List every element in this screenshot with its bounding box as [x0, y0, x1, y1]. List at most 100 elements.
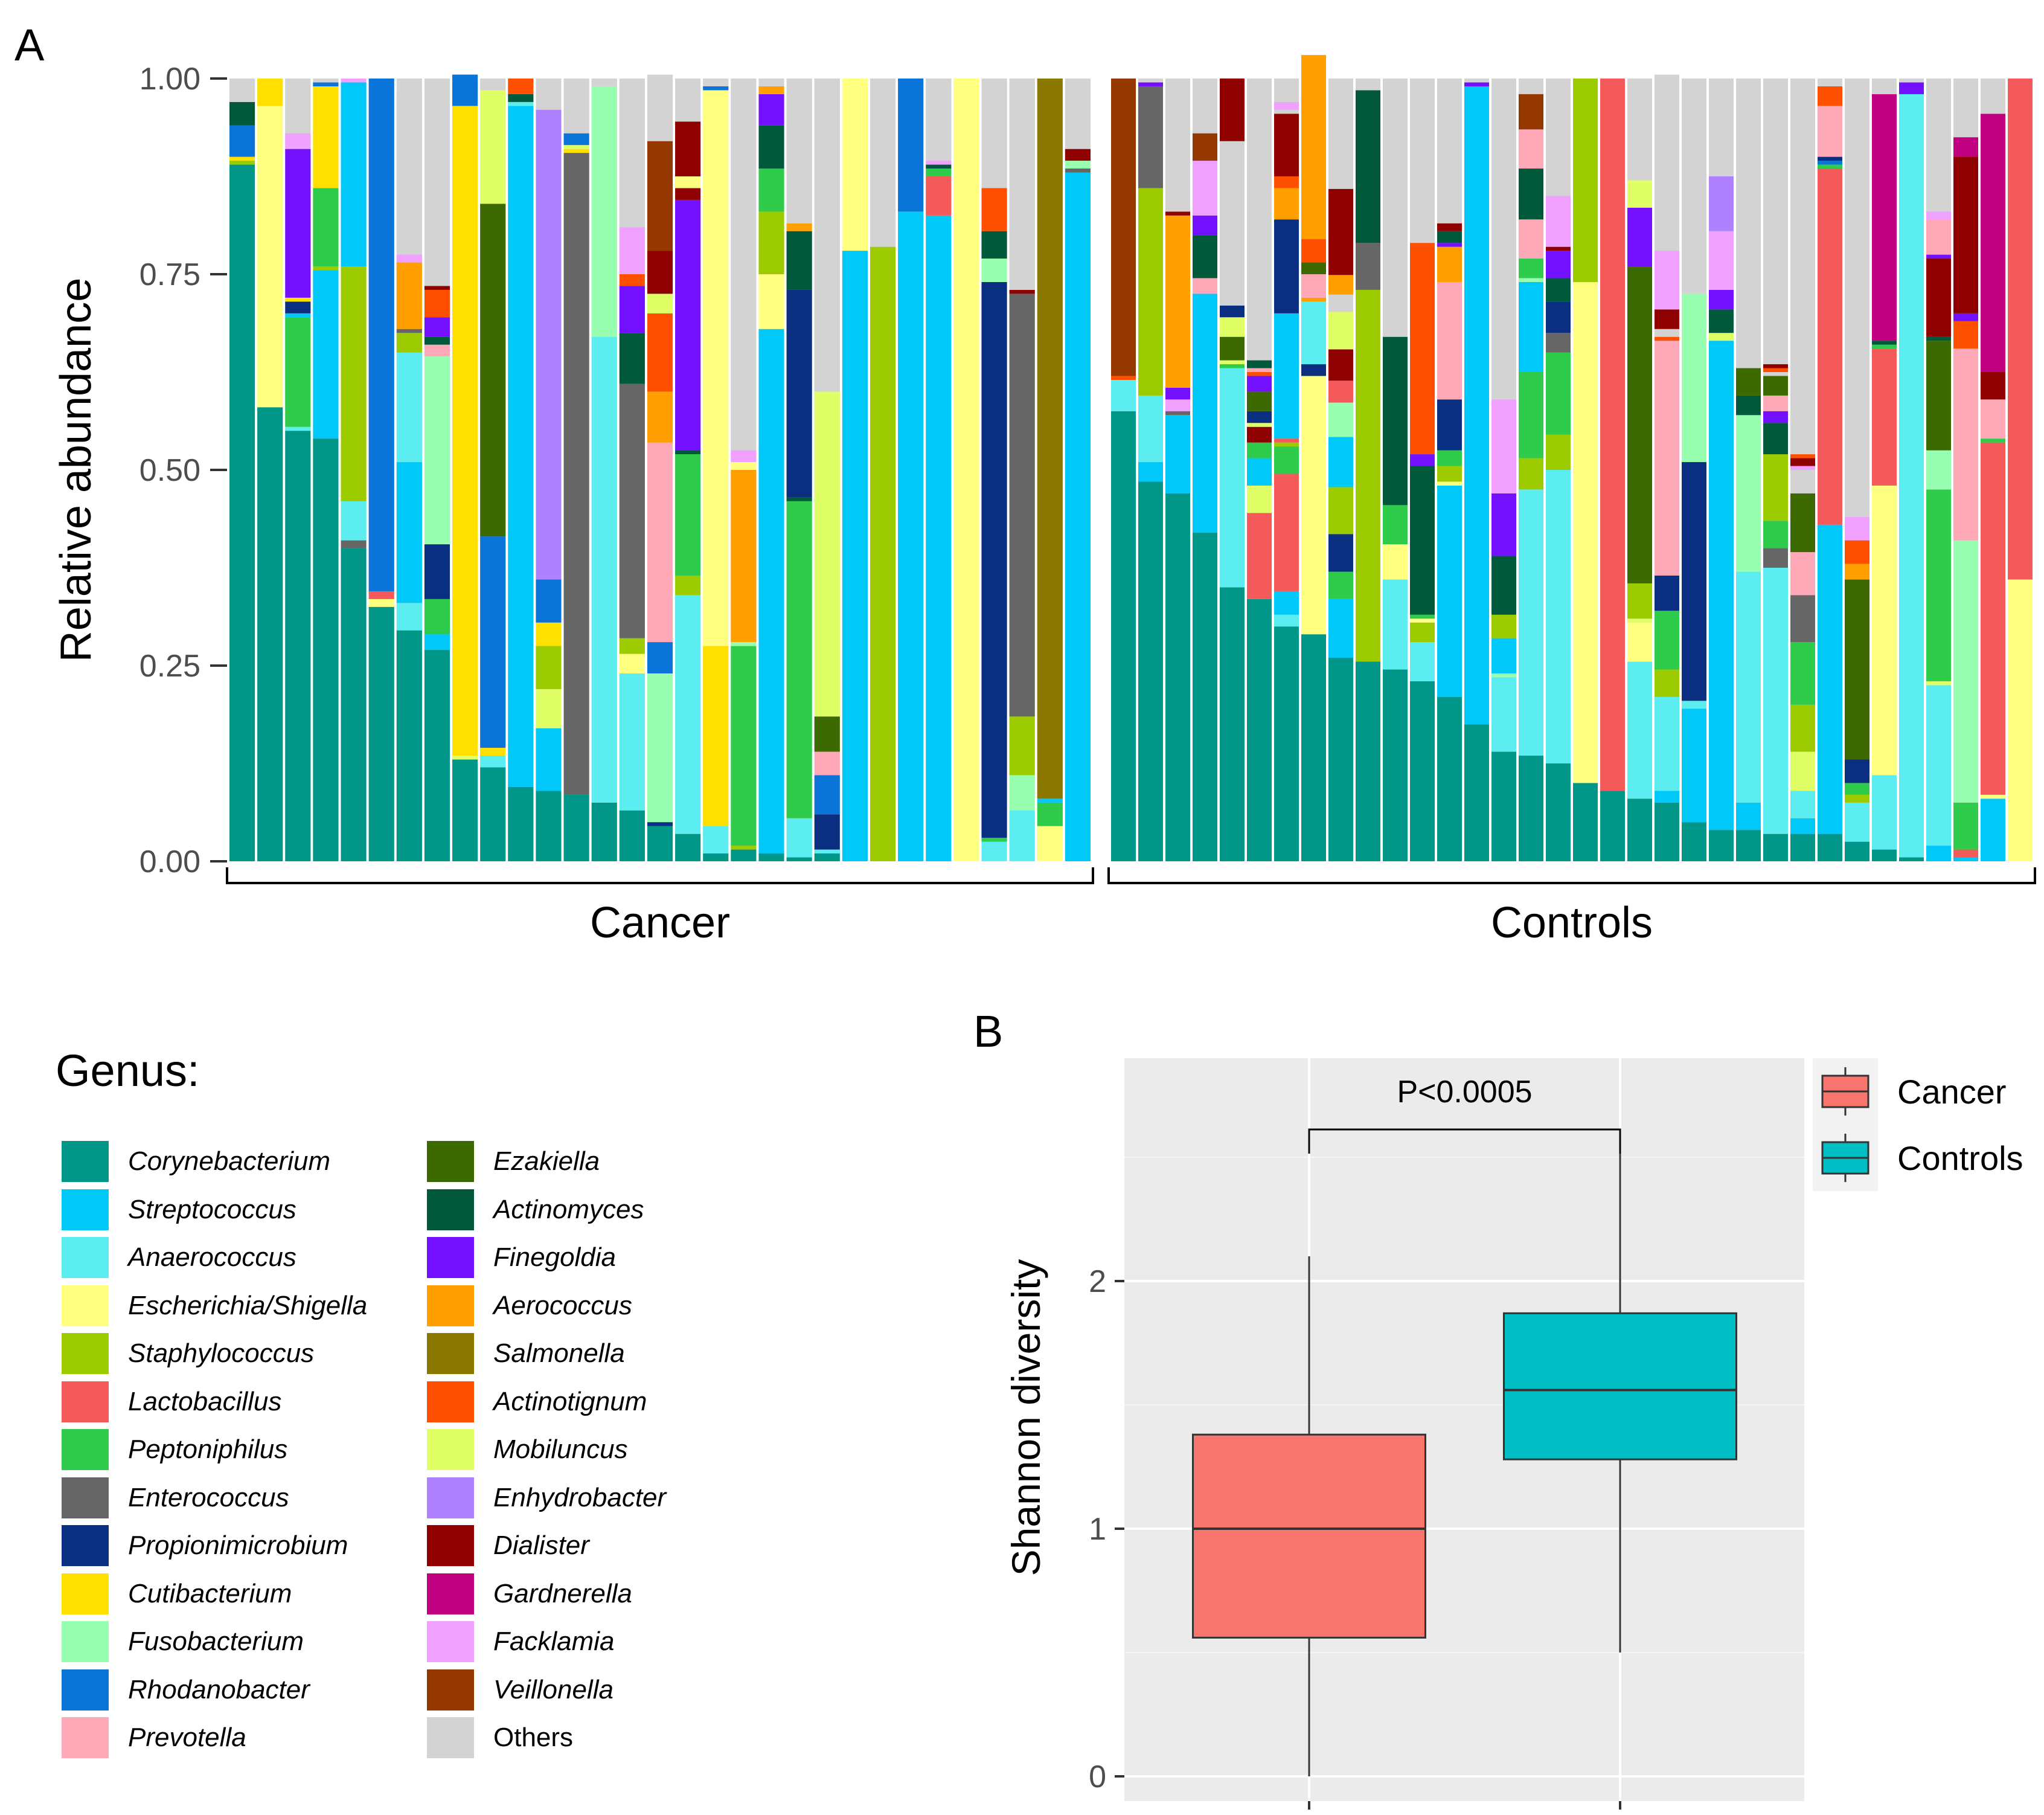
bar-segment	[1220, 360, 1245, 365]
legend-item: Aerococcus	[426, 1283, 632, 1328]
bar-segment	[1872, 344, 1897, 349]
bar-segment	[1953, 540, 1978, 803]
bar-segment	[508, 101, 534, 106]
bar-segment	[1491, 751, 1516, 861]
bar-segment	[591, 86, 617, 337]
legend-label: Finegoldia	[493, 1242, 617, 1272]
bar-segment	[1009, 775, 1035, 811]
bar-segment	[1220, 79, 1245, 141]
bar-segment	[1247, 485, 1272, 513]
legend-item: Ezakiella	[426, 1140, 600, 1183]
bar-segment	[1274, 446, 1299, 474]
bar-segment	[424, 356, 450, 545]
bar-segment	[1709, 309, 1734, 333]
bar-segment	[1065, 169, 1091, 173]
bar-segment	[1247, 411, 1272, 423]
bar-segment	[814, 751, 840, 776]
bar-segment	[1600, 791, 1625, 861]
bar-segment	[508, 786, 534, 861]
box-iqr	[1503, 1312, 1737, 1460]
bar-segment	[1274, 614, 1299, 627]
bar-segment	[786, 818, 812, 858]
bar-segment	[1709, 79, 1734, 176]
bar-segment	[619, 227, 645, 274]
legend-swatch	[426, 1283, 475, 1328]
bar-segment	[1009, 294, 1035, 717]
legend-swatch	[60, 1572, 110, 1616]
bar-segment	[647, 642, 673, 673]
bar-segment	[1437, 450, 1462, 466]
bar-segment	[1301, 364, 1326, 376]
bar-segment	[647, 442, 673, 643]
bar-segment	[1383, 669, 1408, 861]
bar-segment	[1926, 846, 1951, 861]
bar-segment	[1410, 642, 1435, 681]
bar-segment	[731, 450, 757, 463]
bar-segment	[1274, 176, 1299, 188]
bar-segment	[1899, 857, 1924, 861]
bar-segment	[1709, 333, 1734, 341]
bar-segment	[1301, 376, 1326, 635]
bar-segment	[1356, 90, 1380, 243]
bar-segment	[619, 673, 645, 811]
bar-segment	[1926, 450, 1951, 490]
bar-segment	[1328, 534, 1353, 572]
bar-segment	[1437, 79, 1462, 223]
legend-label: Veillonella	[493, 1674, 614, 1704]
bar-segment	[1519, 94, 1543, 130]
legend-swatch	[426, 1380, 475, 1424]
legend-label: Enterococcus	[128, 1482, 289, 1512]
bar-segment	[1763, 372, 1788, 376]
bar-segment	[1790, 470, 1815, 493]
bar-segment	[1926, 254, 1951, 259]
bar-segment	[1790, 458, 1815, 466]
box-legend-item: Cancer	[1821, 1067, 2007, 1116]
group-label: Cancer	[590, 899, 730, 947]
bar-segment	[1247, 513, 1272, 599]
bar-segment	[1818, 164, 1842, 169]
bar-segment	[1464, 724, 1489, 861]
legend-swatch	[426, 1332, 475, 1375]
bar-segment	[563, 794, 589, 861]
legend-swatch	[426, 1716, 475, 1759]
bar-segment	[1763, 411, 1788, 423]
bar-segment	[675, 834, 701, 861]
bar-segment	[814, 814, 840, 850]
bar-segment	[1926, 685, 1951, 846]
bar-segment	[1065, 149, 1091, 161]
bar-segment	[1383, 336, 1408, 506]
bar-segment	[1763, 364, 1788, 368]
bar-segment	[1328, 487, 1353, 535]
legend-swatch	[60, 1620, 110, 1663]
bar-segment	[229, 161, 255, 165]
bar-segment	[1953, 857, 1978, 861]
bar-segment	[1037, 798, 1063, 803]
bar-segment	[396, 329, 422, 333]
bar-segment	[1328, 437, 1353, 487]
bar-segment	[591, 802, 617, 861]
bar-segment	[1790, 454, 1815, 458]
bar-segment	[1274, 79, 1299, 102]
bar-segment	[1818, 169, 1842, 525]
bar-segment	[814, 853, 840, 861]
bar-segment	[1953, 137, 1978, 157]
bar-segment	[480, 748, 506, 756]
bar-segment	[1274, 109, 1299, 114]
bar-segment	[1627, 266, 1652, 583]
bar-segment	[731, 846, 757, 850]
bar-segment	[1818, 834, 1842, 861]
bar-segment	[1981, 438, 2005, 443]
bar-segment	[424, 599, 450, 635]
bar-segment	[1009, 716, 1035, 776]
bar-segment	[1165, 215, 1190, 388]
bar-segment	[229, 125, 255, 157]
bar-segment	[1845, 564, 1869, 580]
bar-segment	[814, 391, 840, 717]
bar-segment	[814, 79, 840, 392]
bar-segment	[1709, 231, 1734, 290]
bar-segment	[1437, 231, 1462, 243]
bar-segment	[1546, 352, 1571, 435]
bar-segment	[647, 251, 673, 294]
bar-segment	[480, 204, 506, 537]
bar-segment	[229, 79, 255, 102]
